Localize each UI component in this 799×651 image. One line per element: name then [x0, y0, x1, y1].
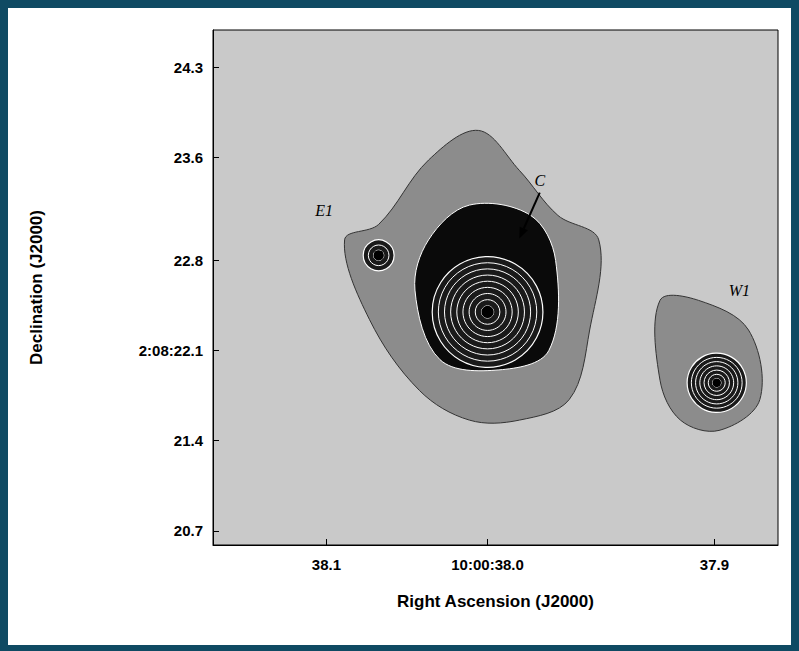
svg-text:Right Ascension (J2000): Right Ascension (J2000) [397, 592, 594, 611]
svg-text:E1: E1 [314, 202, 333, 219]
svg-text:37.9: 37.9 [700, 556, 729, 573]
svg-text:2:08:22.1: 2:08:22.1 [139, 342, 203, 359]
svg-text:10:00:38.0: 10:00:38.0 [451, 556, 524, 573]
svg-text:22.8: 22.8 [174, 252, 203, 269]
svg-text:21.4: 21.4 [174, 432, 204, 449]
svg-text:20.7: 20.7 [174, 522, 203, 539]
svg-text:C: C [534, 172, 545, 189]
svg-text:24.3: 24.3 [174, 59, 203, 76]
svg-text:W1: W1 [729, 282, 750, 299]
svg-text:23.6: 23.6 [174, 149, 203, 166]
svg-text:Declination (J2000): Declination (J2000) [27, 210, 46, 365]
svg-text:38.1: 38.1 [312, 556, 341, 573]
